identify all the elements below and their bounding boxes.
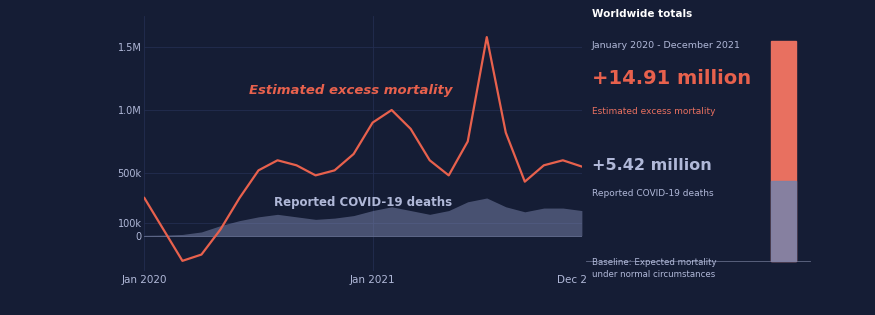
Text: Estimated excess mortality: Estimated excess mortality xyxy=(249,84,452,97)
Text: January 2020 - December 2021: January 2020 - December 2021 xyxy=(592,41,741,50)
Bar xyxy=(771,181,795,261)
Text: Reported COVID-19 deaths: Reported COVID-19 deaths xyxy=(274,196,452,209)
Text: Worldwide totals: Worldwide totals xyxy=(592,9,692,20)
Text: +5.42 million: +5.42 million xyxy=(592,158,711,173)
Text: Baseline: Expected mortality
under normal circumstances: Baseline: Expected mortality under norma… xyxy=(592,258,717,279)
Text: +14.91 million: +14.91 million xyxy=(592,69,751,88)
Text: Estimated excess mortality: Estimated excess mortality xyxy=(592,107,716,116)
Text: Reported COVID-19 deaths: Reported COVID-19 deaths xyxy=(592,189,714,198)
Bar xyxy=(771,41,795,261)
